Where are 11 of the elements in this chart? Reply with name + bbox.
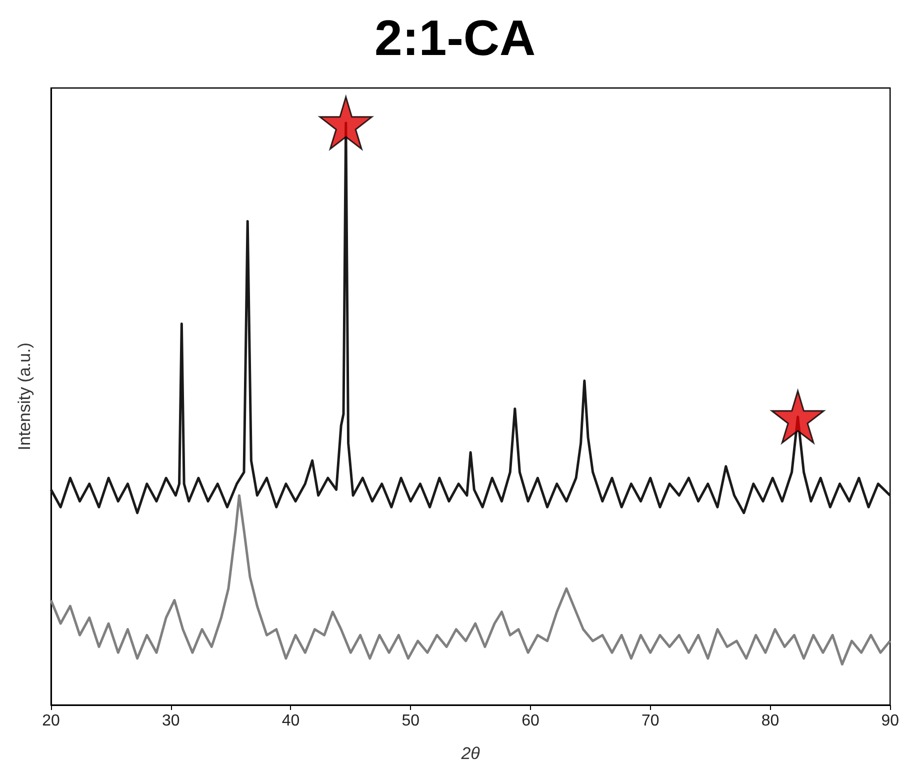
x-tick-label: 80	[761, 712, 780, 730]
x-tick-label: 40	[282, 712, 300, 730]
x-tick-label: 70	[641, 712, 660, 730]
x-tick-label: 20	[42, 712, 60, 730]
x-tick-label: 30	[162, 712, 180, 730]
x-tick-label: 50	[402, 712, 420, 730]
chart-title: 2:1-CA	[374, 10, 536, 66]
x-tick-label: 90	[881, 712, 900, 730]
x-tick-label: 60	[522, 712, 540, 730]
x-axis-title: 2θ	[460, 744, 481, 763]
y-axis-title: Intensity (a.u.)	[15, 342, 34, 450]
